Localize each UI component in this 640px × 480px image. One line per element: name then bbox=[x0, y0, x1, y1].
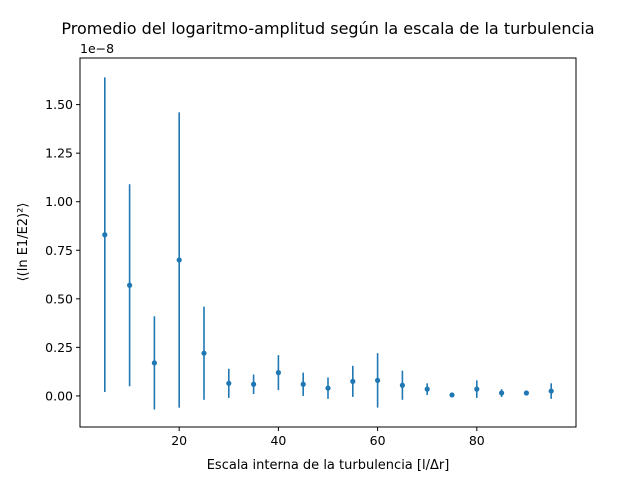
y-axis-label: ⟨(ln E1/E2)²⟩ bbox=[16, 203, 31, 282]
y-tick-label: 0.75 bbox=[45, 243, 73, 258]
data-point bbox=[102, 232, 108, 238]
x-tick-label: 40 bbox=[270, 433, 286, 448]
x-axis-label: Escala interna de la turbulencia [l/Δr] bbox=[207, 458, 450, 473]
data-point bbox=[300, 381, 306, 387]
data-point bbox=[251, 381, 257, 387]
y-axis-ticks: 0.00 0.25 0.50 0.75 1.00 1.25 1.50 bbox=[45, 97, 80, 403]
plot-area bbox=[79, 57, 577, 428]
error-bars bbox=[104, 77, 553, 410]
data-point bbox=[151, 360, 157, 366]
data-point bbox=[275, 370, 281, 376]
x-tick-label: 60 bbox=[370, 433, 386, 448]
data-point bbox=[399, 382, 405, 388]
data-point bbox=[201, 350, 207, 356]
data-point bbox=[350, 378, 356, 384]
data-point bbox=[325, 385, 331, 391]
x-axis-ticks: 20 40 60 80 bbox=[171, 427, 485, 448]
data-point bbox=[548, 388, 554, 394]
data-point bbox=[226, 380, 232, 386]
data-point bbox=[176, 257, 182, 263]
data-point bbox=[375, 377, 381, 383]
y-tick-label: 1.00 bbox=[45, 194, 73, 209]
x-tick-label: 20 bbox=[171, 433, 187, 448]
y-tick-label: 1.50 bbox=[45, 97, 73, 112]
data-point bbox=[424, 386, 430, 392]
data-point bbox=[523, 390, 530, 396]
y-tick-label: 0.00 bbox=[45, 388, 73, 403]
data-point bbox=[449, 392, 455, 398]
x-tick-label: 80 bbox=[469, 433, 485, 448]
y-tick-label: 0.50 bbox=[45, 291, 73, 306]
data-point bbox=[127, 282, 133, 288]
y-axis-offset-label: 1e−8 bbox=[80, 41, 114, 56]
y-tick-label: 1.25 bbox=[45, 146, 73, 161]
data-points bbox=[102, 232, 554, 398]
data-point bbox=[499, 390, 505, 396]
y-tick-label: 0.25 bbox=[45, 340, 73, 355]
data-point bbox=[474, 386, 480, 392]
chart-title: Promedio del logaritmo-amplitud según la… bbox=[61, 19, 594, 38]
